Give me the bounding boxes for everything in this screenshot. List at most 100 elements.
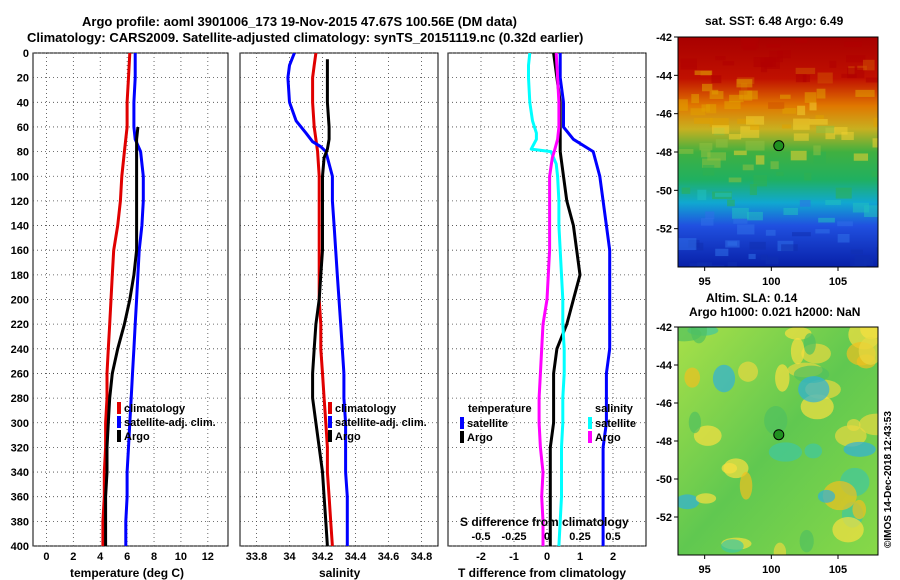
sst-texture-cell [707, 152, 727, 161]
sla-texture-blob [678, 494, 700, 510]
sst-texture-cell [678, 99, 688, 111]
figure-title-line1: Argo profile: aoml 3901006_173 19-Nov-20… [82, 14, 517, 29]
salinity-tick-labels: 33.8 34 34.2 34.4 34.6 34.8 [246, 551, 432, 563]
sst-map-title: sat. SST: 6.48 Argo: 6.49 [705, 14, 844, 28]
sla-texture-blob [695, 493, 717, 504]
temperature-tick-labels: 0 2 4 6 8 10 12 [43, 551, 214, 563]
sla-texture-blob [739, 471, 753, 500]
sla-texture-blob [764, 406, 788, 435]
sla-texture-blob [768, 442, 803, 462]
temperature-grid [33, 52, 228, 547]
sla-texture-blob [775, 364, 790, 392]
sla-map-ticks: -42 -44 -46 -48 -50 -52 95 100 105 [656, 322, 847, 576]
series-line-t-argo [548, 53, 582, 546]
depth-tick-label: 260 [11, 368, 29, 380]
depth-tick-label: 220 [11, 319, 29, 331]
sst-texture-cell [825, 199, 841, 206]
lat-tick-label: -50 [656, 474, 672, 486]
sst-texture-cell [781, 244, 798, 252]
argo-position-marker [773, 429, 785, 441]
legend-label-s-argo: Argo [595, 432, 621, 444]
temperature-series [101, 53, 145, 546]
legend-label-satellite: satellite-adj. clim. [124, 417, 216, 429]
lon-tick-label: 105 [829, 564, 847, 576]
sst-texture [678, 37, 878, 267]
sst-texture-cell [740, 83, 748, 95]
temperature-xlabel: temperature (deg C) [70, 566, 184, 580]
sst-texture-cell [740, 37, 759, 50]
sla-texture-blob [817, 489, 836, 503]
sst-texture-cell [769, 50, 783, 63]
sst-texture-cell [795, 67, 816, 75]
lat-tick-label: -50 [656, 185, 672, 197]
sst-texture-cell [837, 233, 850, 243]
sst-texture-cell [732, 207, 749, 219]
x-tick-label: 34.8 [411, 551, 432, 563]
sst-texture-cell [745, 140, 765, 151]
sla-texture-blob [834, 425, 867, 447]
lon-tick-label: 95 [699, 276, 711, 288]
sst-texture-cell [847, 67, 865, 79]
sst-texture-cell [813, 145, 821, 156]
sla-texture-blob [852, 499, 867, 520]
depth-tick-label: 360 [11, 492, 29, 504]
depth-tick-label: 400 [11, 541, 29, 553]
lat-tick-label: -42 [656, 322, 672, 334]
sst-texture-cell [813, 151, 826, 164]
sst-texture-cell [792, 232, 811, 237]
legend-label-climatology: climatology [124, 403, 186, 415]
depth-tick-label: 120 [11, 196, 29, 208]
depth-tick-label: 100 [11, 171, 29, 183]
sst-texture-cell [689, 263, 707, 267]
x-tick-label: 34.6 [378, 551, 399, 563]
sst-texture-cell [765, 229, 776, 236]
x-tick-label: 6 [124, 551, 130, 563]
sst-texture-cell [768, 102, 785, 109]
sst-texture-cell [816, 125, 835, 134]
sst-texture-cell [747, 211, 763, 221]
legend-swatch-s-argo [588, 431, 592, 443]
sst-texture-cell [709, 91, 724, 99]
depth-tick-label: 140 [11, 221, 29, 233]
sst-texture-cell [680, 58, 697, 70]
x-tick-label: 34.4 [345, 551, 367, 563]
legend-label-s-satellite: satellite [595, 418, 636, 430]
sst-texture-cell [728, 134, 742, 140]
depth-tick-label: 340 [11, 467, 29, 479]
sst-texture-cell [753, 57, 773, 68]
salinity-series [286, 53, 349, 546]
lon-tick-label: 100 [762, 564, 780, 576]
sst-texture-cell [852, 264, 867, 267]
sst-texture-cell [733, 150, 747, 156]
legend-swatch-climatology [117, 402, 121, 414]
s-tick-label: -0.5 [472, 531, 491, 543]
sst-texture-cell [841, 131, 854, 141]
x-tick-label: -1 [509, 551, 519, 563]
sst-texture-cell [740, 126, 760, 138]
sst-texture-cell [841, 73, 857, 78]
sst-texture-cell [815, 229, 830, 234]
sst-texture-cell [795, 38, 808, 44]
sla-texture-blob [832, 516, 864, 543]
series-line-s-argo [537, 53, 561, 546]
sla-texture-blob [684, 367, 701, 388]
sst-texture-cell [793, 133, 809, 141]
legend-label-satellite: satellite-adj. clim. [335, 417, 427, 429]
lat-tick-label: -46 [656, 109, 672, 121]
sst-texture-cell [749, 241, 766, 250]
t-difference-tick-labels: -2 -1 0 1 2 [476, 551, 616, 563]
sst-texture-cell [765, 256, 779, 265]
sst-texture-cell [695, 242, 704, 251]
depth-tick-label: 160 [11, 245, 29, 257]
sst-texture-cell [690, 108, 706, 116]
sst-texture-cell [702, 164, 715, 176]
sst-texture-cell [804, 92, 817, 103]
sla-texture-blob [690, 327, 707, 344]
sla-texture-blob [803, 333, 816, 355]
legend-swatch-argo [117, 430, 121, 442]
legend-swatch-satellite [117, 416, 121, 428]
sst-texture-cell [736, 79, 753, 88]
sst-texture-cell [712, 125, 730, 134]
x-tick-label: -2 [476, 551, 486, 563]
sst-texture-cell [766, 43, 781, 48]
